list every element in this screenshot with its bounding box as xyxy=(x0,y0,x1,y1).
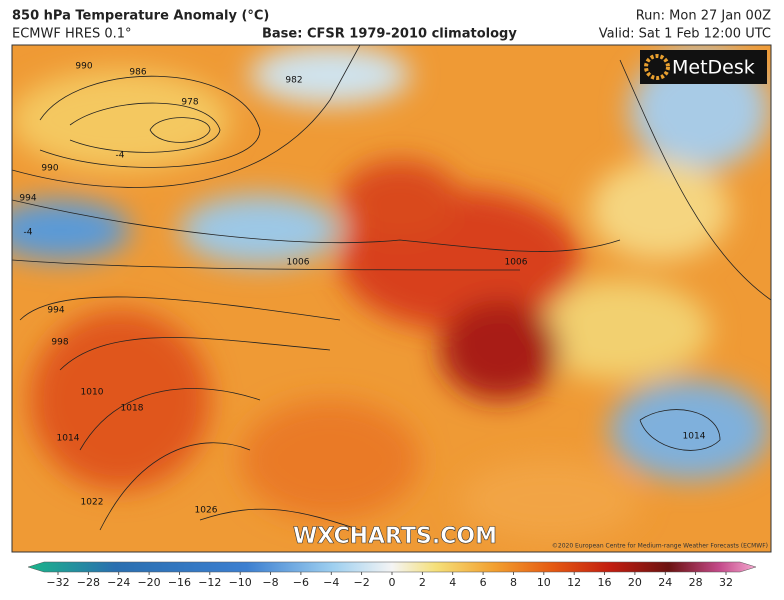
colorbar-tick-label: 24 xyxy=(658,576,672,589)
colorbar-tick-label: 0 xyxy=(389,576,396,589)
isobar-label: 982 xyxy=(285,76,302,86)
colorbar-tick-label: −32 xyxy=(46,576,69,589)
isobar-label: 1022 xyxy=(81,498,104,508)
isobar-label: 978 xyxy=(181,98,198,108)
colorbar-tick-label: 20 xyxy=(628,576,642,589)
colorbar-tick-label: −2 xyxy=(354,576,370,589)
colorbar-tick-label: −16 xyxy=(168,576,191,589)
watermark: WXCHARTS.COM xyxy=(293,524,497,549)
isobar-labels: 990 986 982 978 990 994 1006 1006 994 99… xyxy=(19,62,706,516)
colorbar-tick-label: −12 xyxy=(198,576,221,589)
isobar-label: -4 xyxy=(24,228,33,238)
isobar-label: 998 xyxy=(51,338,68,348)
model: ECMWF HRES 0.1° xyxy=(12,27,132,42)
colorbar-tick-label: 12 xyxy=(567,576,581,589)
isobar-label: 1006 xyxy=(287,258,310,268)
colorbar-tick-label: −28 xyxy=(77,576,100,589)
logo: MetDesk xyxy=(672,57,755,79)
isobar-label: 1014 xyxy=(57,434,80,444)
colorbar-tick-label: 6 xyxy=(480,576,487,589)
map: 990 986 982 978 990 994 1006 1006 994 99… xyxy=(12,45,771,552)
colorbar-tick-label: 16 xyxy=(598,576,612,589)
colorbar-tick-label: 28 xyxy=(689,576,703,589)
isobar-label: 990 xyxy=(41,164,58,174)
logo-icon xyxy=(644,54,670,80)
isobar-label: 994 xyxy=(47,306,64,316)
base: Base: CFSR 1979-2010 climatology xyxy=(262,27,517,42)
colorbar-tick-label: −8 xyxy=(262,576,278,589)
colorbar-tick-label: 10 xyxy=(537,576,551,589)
copyright: ©2020 European Centre for Medium-range W… xyxy=(552,543,768,550)
isobar-label: 1026 xyxy=(195,506,218,516)
isobar-label: 1006 xyxy=(505,258,528,268)
isobar-label: 994 xyxy=(19,194,36,204)
colorbar-tick-label: 2 xyxy=(419,576,426,589)
valid: Valid: Sat 1 Feb 12:00 UTC xyxy=(599,27,771,42)
isobar-label: 1018 xyxy=(121,404,144,414)
isobar-label: 1014 xyxy=(683,432,706,442)
map-frame xyxy=(11,44,772,553)
colorbar-tick-label: −24 xyxy=(107,576,130,589)
colorbar-tick-label: −6 xyxy=(293,576,309,589)
run: Run: Mon 27 Jan 00Z xyxy=(636,9,771,24)
colorbar-tick-label: 32 xyxy=(719,576,733,589)
colorbar-tick-label: −10 xyxy=(229,576,252,589)
isobar-label: -4 xyxy=(116,151,125,161)
colorbar-tick-label: −20 xyxy=(137,576,160,589)
colorbar-ticks: −32 −28 −24 −20 −16 −12 −10 −8 −6 −4 −2 0 2 4 6 8 10 12 16… xyxy=(46,572,733,589)
colorbar-tick-label: −4 xyxy=(323,576,339,589)
colorbar-tick-label: 8 xyxy=(510,576,517,589)
isobar-label: 990 xyxy=(75,62,92,72)
colorbar xyxy=(27,561,757,573)
colorbar-tick-label: 4 xyxy=(449,576,456,589)
title: 850 hPa Temperature Anomaly (°C) xyxy=(12,9,269,24)
isobar-label: 1010 xyxy=(81,388,104,398)
isobar-label: 986 xyxy=(129,68,146,78)
